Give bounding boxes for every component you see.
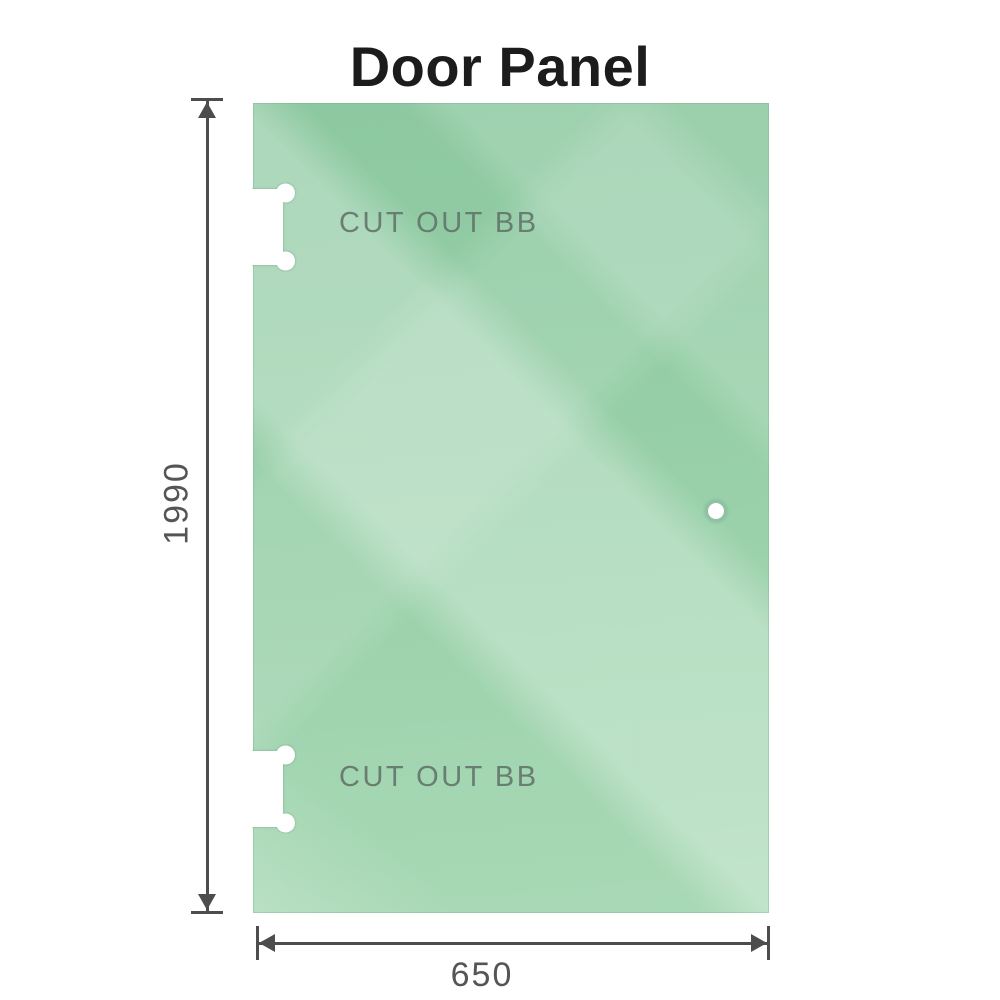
cutout-label-bottom: CUT OUT BB [339,761,539,793]
width-dimension-line [258,941,768,945]
handle-hole-icon [705,500,727,522]
width-dimension-value: 650 [450,956,514,994]
width-extension-cap-right [767,926,770,960]
arrow-up-icon [198,102,216,118]
cutout-label-top: CUT OUT BB [339,207,539,239]
height-dimension-line [205,100,209,912]
height-extension-cap-top [191,98,223,101]
glass-panel: CUT OUT BB CUT OUT BB [252,103,769,913]
width-extension-cap-left [256,926,259,960]
page-title: Door Panel [349,35,651,98]
height-dimension-value: 1990 [157,461,196,545]
cutout-notch-top-icon [252,183,295,271]
cutout-notch-bottom-icon [252,745,295,833]
arrow-down-icon [198,894,216,910]
arrow-right-icon [751,934,767,952]
height-extension-cap-bottom [191,911,223,914]
arrow-left-icon [259,934,275,952]
